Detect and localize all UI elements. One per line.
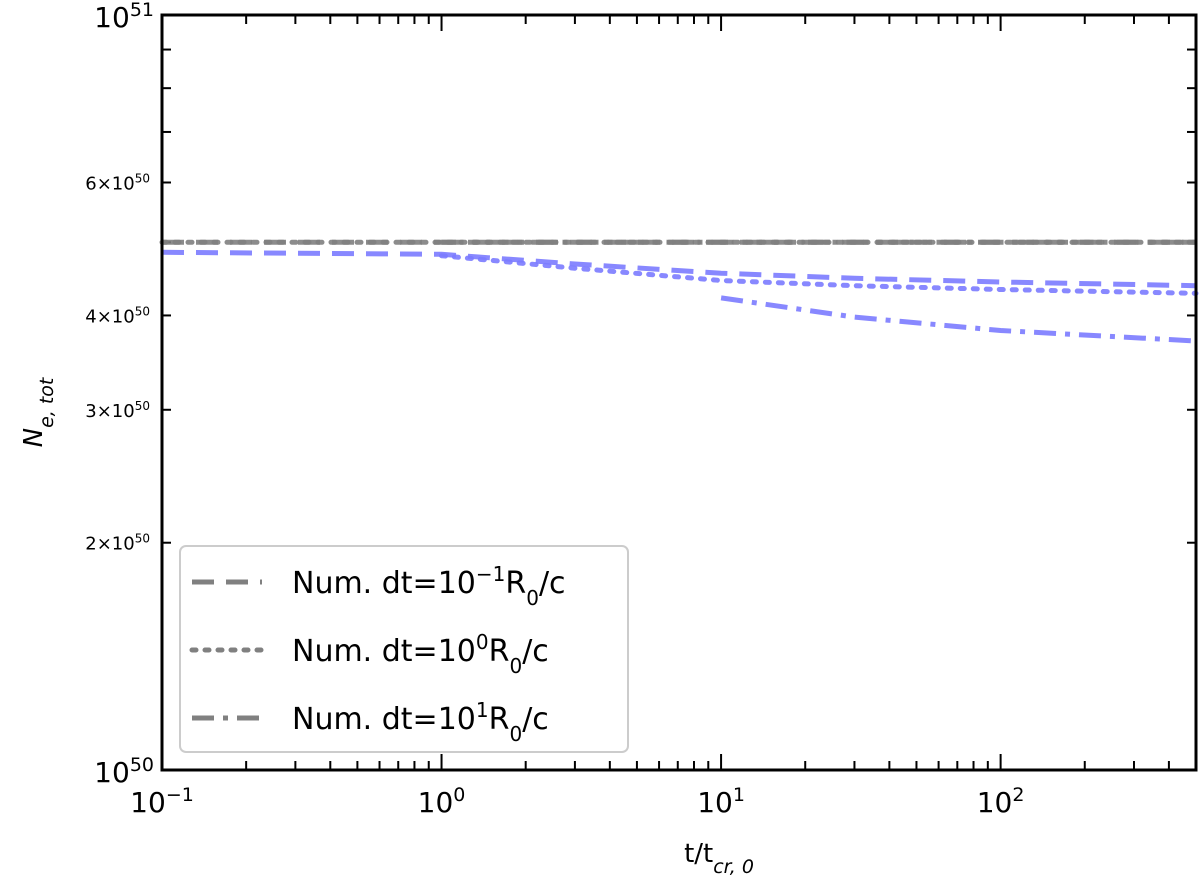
legend-label: Num. dt=101R0/c (292, 698, 549, 746)
x-tick-label: 101 (697, 784, 745, 819)
series-line-6 (720, 295, 1197, 344)
x-tick-label: 10−1 (130, 784, 194, 819)
y-minor-tick-label: 6×1050 (85, 171, 150, 194)
y-tick-label: 1051 (94, 0, 154, 34)
legend-box (179, 545, 629, 753)
series-layer (159, 239, 1199, 344)
y-minor-tick-label: 4×1050 (85, 304, 150, 327)
x-tick-label: 100 (418, 784, 466, 819)
x-tick-label: 102 (977, 784, 1025, 819)
x-axis-label: t/tcr, 0 (684, 839, 754, 875)
y-minor-tick-label: 3×1050 (85, 399, 150, 422)
legend: Num. dt=10−1R0/c Num. dt=100R0/c Num. dt=1… (179, 545, 629, 753)
legend-label: Num. dt=100R0/c (292, 630, 549, 678)
legend-label: Num. dt=10−1R0/c (292, 562, 566, 610)
y-tick-label: 1050 (94, 754, 154, 789)
plot-frame (160, 13, 1198, 772)
tick-labels-layer: 10−1 100 101 102 1050 1051 2×1050 3×1050 4×1050 6… (85, 0, 1024, 819)
y-minor-tick-label: 2×1050 (85, 532, 150, 555)
axis-labels-layer: t/tcr, 0 Ne, tot (19, 376, 754, 875)
y-axis-label: Ne, tot (19, 376, 58, 447)
